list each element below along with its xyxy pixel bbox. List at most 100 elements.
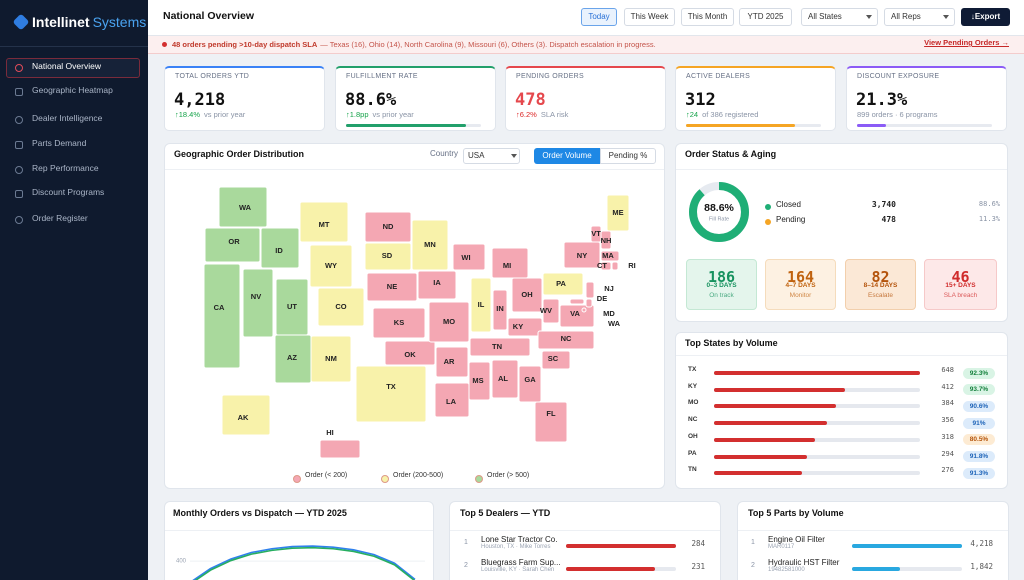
row-sub: 19482581000 <box>768 567 805 573</box>
kpi-delta-row: ↑18.4% vs prior year <box>175 108 245 121</box>
nav-item[interactable]: Order Register <box>32 213 88 223</box>
state-region <box>384 340 436 366</box>
nav-active-bg <box>6 58 140 78</box>
kpi-card <box>675 66 836 131</box>
state-label: IN <box>496 304 504 313</box>
nav-item[interactable]: National Overview <box>32 61 101 71</box>
state-region <box>274 334 312 384</box>
state-label: TX <box>386 382 396 391</box>
state-label: WY <box>325 261 337 270</box>
state-label: NJ <box>604 284 614 293</box>
panel-title: Monthly Orders vs Dispatch — YTD 2025 <box>173 508 347 518</box>
state-region <box>569 298 585 305</box>
state-value: 412 <box>941 382 954 391</box>
nav-icon <box>15 216 23 224</box>
status-pct: 11.3% <box>978 215 1000 223</box>
y-tick-label: 400 <box>176 559 187 565</box>
kpi-note: vs prior year <box>204 110 246 119</box>
state-label: GA <box>524 375 536 384</box>
state-label: VA <box>570 309 580 318</box>
state-region <box>434 382 470 418</box>
row-sub: MAR0117 <box>768 544 795 550</box>
row-value: 4,218 <box>970 539 993 548</box>
state-label: SD <box>382 251 393 260</box>
state-label: WV <box>540 306 552 315</box>
state-region <box>435 346 469 378</box>
progress-track <box>857 124 992 127</box>
state-label: AZ <box>287 353 297 362</box>
row-name: Hydraulic HST Filter <box>768 558 840 567</box>
kpi-delta-row: ↑1.8pp vs prior year <box>346 108 414 121</box>
export-button[interactable]: ↓Export <box>961 8 1010 26</box>
state-label: IL <box>478 300 485 309</box>
range-button[interactable]: This Month <box>681 8 734 26</box>
range-button[interactable]: This Week <box>624 8 675 26</box>
state-label: AL <box>498 374 508 383</box>
kpi-delta: ↑6.2% <box>516 110 537 119</box>
mode-toggle[interactable]: Pending % <box>600 148 656 164</box>
state-region <box>542 298 560 324</box>
state-label: CA <box>214 303 225 312</box>
brand: Intellinet Systems <box>32 12 146 32</box>
state-label: MO <box>443 317 455 326</box>
nav-item[interactable]: Dealer Intelligence <box>32 113 103 123</box>
kpi-delta-row: ↑24 of 386 registered <box>686 108 758 121</box>
row-sub: Louisville, KY · Sarah Chen <box>481 567 555 573</box>
country-select[interactable]: USA <box>463 148 520 164</box>
alert-link[interactable]: View Pending Orders → <box>924 38 1009 47</box>
panel-title: Order Status & Aging <box>685 149 777 159</box>
range-button[interactable]: Today <box>581 8 617 26</box>
aging-note: On track <box>709 292 734 299</box>
filter-select[interactable]: All Reps <box>884 8 955 26</box>
state-value: 318 <box>941 432 954 441</box>
aging-note: Escalate <box>868 292 893 299</box>
kpi-label: DISCOUNT EXPOSURE <box>857 73 940 80</box>
state-label: WA <box>608 319 621 328</box>
bar-track <box>714 437 920 442</box>
state-label: VT <box>591 229 601 238</box>
nav-item[interactable]: Geographic Heatmap <box>32 85 113 95</box>
state-value: 276 <box>941 466 954 475</box>
status-dot <box>765 204 771 210</box>
select-caret <box>511 154 517 158</box>
nav-icon <box>15 166 23 174</box>
state-value: 648 <box>941 366 954 374</box>
nav-item[interactable]: Parts Demand <box>32 138 87 148</box>
state-region <box>468 361 491 401</box>
state-label: TN <box>688 466 697 474</box>
state-label: MI <box>503 261 511 270</box>
mode-toggle[interactable]: Order Volume <box>534 148 600 164</box>
row-name: Engine Oil Filter <box>768 535 825 544</box>
kpi-card <box>335 66 496 131</box>
row-value: 1,842 <box>970 562 993 571</box>
rank: 2 <box>464 562 468 569</box>
state-label: MN <box>424 240 436 249</box>
sidebar-divider <box>0 46 148 47</box>
state-region <box>309 244 353 288</box>
kpi-note: SLA risk <box>540 110 569 119</box>
state-region <box>411 219 449 271</box>
donut-value: 88.6% <box>704 202 734 214</box>
kpi-label: PENDING ORDERS <box>516 73 584 80</box>
rate-pill: 91% <box>963 417 995 429</box>
state-value: 384 <box>941 399 954 408</box>
state-label: NC <box>688 416 698 424</box>
nav-item[interactable]: Discount Programs <box>32 187 105 197</box>
nav-item[interactable]: Rep Performance <box>32 163 99 173</box>
state-label: AR <box>444 357 455 366</box>
state-label: ID <box>275 246 283 255</box>
state-label: CT <box>597 261 607 270</box>
sidebar <box>0 0 148 580</box>
rate-pill: 91.8% <box>963 451 995 462</box>
row-name: Bluegrass Farm Sup... <box>481 558 561 567</box>
row-bar <box>566 544 676 548</box>
panel-divider <box>165 530 433 531</box>
state-region <box>563 241 601 269</box>
kpi-progress <box>857 124 886 127</box>
range-button[interactable]: YTD 2025 <box>739 8 792 26</box>
aging-range: 8–14 DAYS <box>863 282 898 289</box>
state-region <box>260 227 300 269</box>
state-bar <box>714 454 808 459</box>
filter-select[interactable]: All States <box>801 8 878 26</box>
kpi-note: vs prior year <box>372 110 414 119</box>
